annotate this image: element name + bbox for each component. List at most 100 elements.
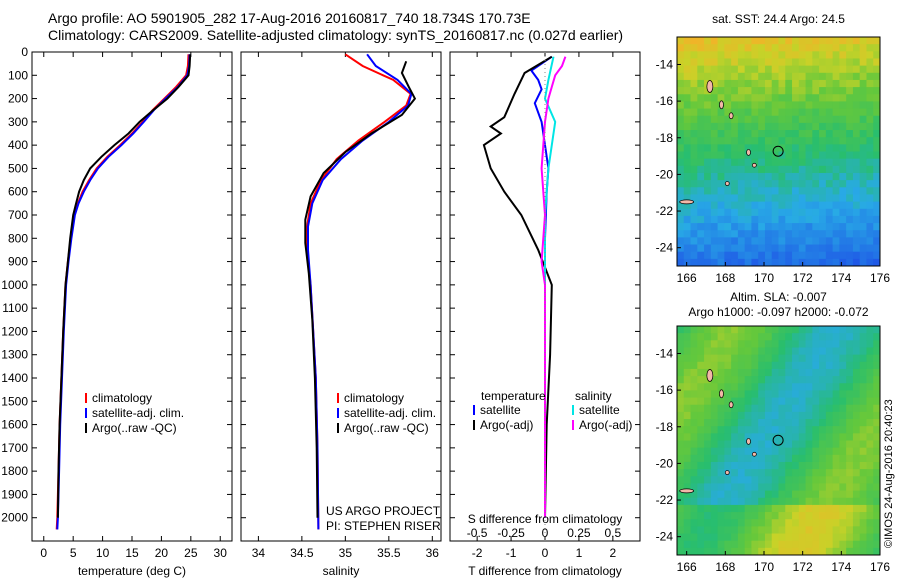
- x-tick-label: 35: [339, 546, 353, 560]
- map-x-tick-label: 174: [831, 271, 851, 285]
- island-shape: [746, 438, 751, 445]
- island-shape: [706, 80, 714, 93]
- y-tick-label: 200: [8, 92, 28, 106]
- y-tick-label: 2000: [1, 511, 28, 525]
- legend-label: satellite-adj. clim.: [92, 406, 184, 420]
- y-tick-label: 400: [8, 138, 28, 152]
- series-line-temperature-satellite: [529, 55, 553, 518]
- top-x-tick-label: 0.5: [605, 526, 622, 540]
- x-tick-label: 0: [542, 546, 549, 560]
- map-2-subtitle: Argo h1000: -0.097 h2000: -0.072: [688, 305, 868, 319]
- map-y-tick-label: -22: [656, 493, 674, 507]
- panel-1-frame: [31, 51, 233, 542]
- x-tick-label: 34.5: [290, 546, 314, 560]
- y-tick-label: 1500: [1, 394, 28, 408]
- island-shape: [728, 112, 734, 120]
- x-tick-label: 10: [96, 546, 110, 560]
- legend-label: satellite-adj. clim.: [344, 406, 436, 420]
- series-line-satellite-adj-clim-: [307, 53, 413, 530]
- y-tick-label: 1900: [1, 487, 28, 501]
- island-shape: [679, 488, 695, 494]
- top-x-tick-label: -0.5: [467, 526, 488, 540]
- map-x-tick-label: 168: [715, 560, 735, 574]
- y-tick-label: 800: [8, 231, 28, 245]
- map-y-tick-label: -20: [656, 456, 674, 470]
- panel-2-series: [304, 53, 417, 530]
- y-tick-label: 1400: [1, 371, 28, 385]
- x-tick-label: 30: [214, 546, 228, 560]
- y-tick-label: 0: [21, 45, 28, 59]
- x-axis-label: salinity: [323, 564, 360, 578]
- series-line-temperature-argo-adj-: [482, 55, 553, 518]
- map-y-tick-label: -20: [656, 167, 674, 181]
- map-x-tick-label: 174: [831, 560, 851, 574]
- top-x-axis-label: S difference from climatology: [468, 512, 623, 526]
- map-x-tick-label: 170: [754, 560, 774, 574]
- map-y-tick-label: -14: [656, 57, 674, 71]
- island-shape: [724, 181, 730, 186]
- credit-text: ©IMOS 24-Aug-2016 20:40:23: [883, 399, 895, 548]
- panel-2-frame: [240, 51, 442, 542]
- map-y-tick-label: -14: [656, 346, 674, 360]
- x-axis-label: temperature (deg C): [78, 564, 186, 578]
- y-tick-label: 1800: [1, 464, 28, 478]
- map-x-tick-label: 172: [793, 560, 813, 574]
- y-tick-label: 1200: [1, 324, 28, 338]
- top-x-tick-label: 0.25: [567, 526, 591, 540]
- map-x-tick-label: 176: [870, 560, 890, 574]
- series-line-climatology: [55, 54, 190, 530]
- map-y-tick-label: -18: [656, 420, 674, 434]
- y-tick-label: 1600: [1, 418, 28, 432]
- map-x-tick-label: 176: [870, 271, 890, 285]
- legend-label: climatology: [344, 391, 404, 405]
- map-y-tick-label: -24: [656, 241, 674, 255]
- island-shape: [728, 401, 734, 409]
- map-y-tick-label: -16: [656, 383, 674, 397]
- x-axis-label: T difference from climatology: [468, 564, 622, 578]
- map-x-tick-label: 172: [793, 271, 813, 285]
- y-tick-label: 100: [8, 68, 28, 82]
- map-1-field: [677, 37, 881, 267]
- island-shape: [706, 369, 714, 382]
- island-shape: [719, 100, 724, 110]
- x-tick-label: 15: [125, 546, 139, 560]
- legend-label: Argo(-adj): [579, 418, 632, 432]
- series-line-climatology: [306, 53, 412, 530]
- figure-title-line2: Climatology: CARS2009. Satellite-adjuste…: [48, 27, 624, 43]
- x-tick-label: 35.5: [377, 546, 401, 560]
- island-shape: [751, 162, 757, 168]
- island-shape: [746, 149, 751, 156]
- map-x-tick-label: 166: [677, 560, 697, 574]
- map-1-frame: [676, 36, 881, 267]
- map-2-frame: [676, 325, 881, 556]
- pi-annotation: PI: STEPHEN RISER: [326, 519, 441, 533]
- y-tick-label: 1700: [1, 441, 28, 455]
- project-annotation: US ARGO PROJECT: [326, 504, 441, 518]
- x-tick-label: -2: [472, 546, 483, 560]
- series-line-argo-raw-qc-: [56, 54, 192, 518]
- y-tick-label: 1300: [1, 348, 28, 362]
- map-x-tick-label: 166: [677, 271, 697, 285]
- legend-label: Argo(..raw -QC): [344, 421, 429, 435]
- legend-label: climatology: [92, 391, 152, 405]
- legend-label: satellite: [480, 403, 521, 417]
- map-x-tick-label: 168: [715, 271, 735, 285]
- island-shape: [679, 199, 695, 205]
- y-tick-label: 1100: [2, 301, 28, 315]
- x-tick-label: 0: [40, 546, 47, 560]
- x-tick-label: -1: [506, 546, 517, 560]
- legend-title-temperature: temperature: [481, 389, 546, 403]
- legend-label: Argo(-adj): [480, 418, 533, 432]
- panel-3-series: [482, 55, 567, 518]
- map-y-tick-label: -18: [656, 131, 674, 145]
- x-tick-label: 36: [426, 546, 440, 560]
- map-2-field: [677, 326, 881, 556]
- argo-position-marker: [772, 434, 784, 446]
- series-line-satellite-adj-clim-: [56, 54, 191, 530]
- map-1-title: sat. SST: 24.4 Argo: 24.5: [712, 12, 845, 26]
- legend-title-salinity: salinity: [575, 389, 612, 403]
- legend-label: Argo(..raw -QC): [92, 421, 177, 435]
- y-tick-label: 600: [8, 185, 28, 199]
- x-tick-label: 2: [610, 546, 617, 560]
